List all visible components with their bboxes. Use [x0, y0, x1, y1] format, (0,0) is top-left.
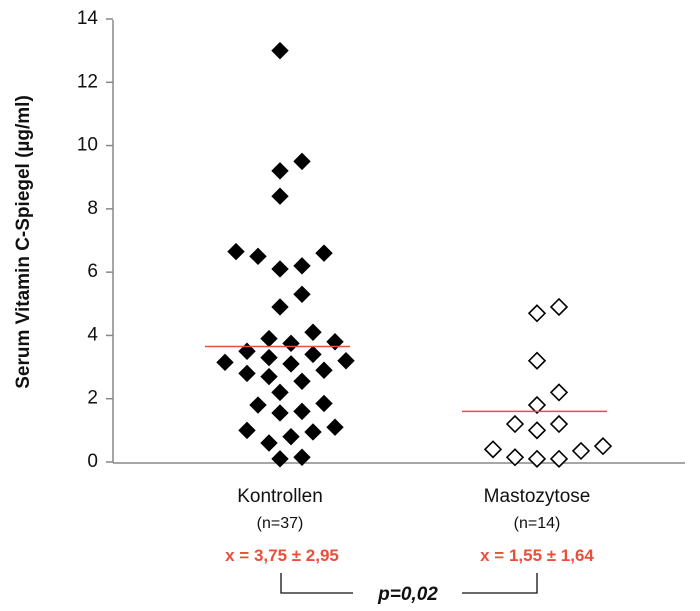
data-point-kontrollen — [271, 260, 289, 278]
mean-lines — [205, 345, 607, 413]
data-point-kontrollen — [271, 162, 289, 180]
data-point-mastozytose — [549, 383, 569, 402]
data-point-mastozytose — [505, 448, 525, 467]
data-point-kontrollen — [238, 421, 256, 440]
data-point-mastozytose — [549, 297, 569, 317]
bracket-right — [462, 573, 538, 594]
data-point-kontrollen — [282, 334, 300, 353]
n-label-kontrollen: (n=37) — [257, 515, 304, 532]
category-label-mastozytose: Mastozytose — [484, 486, 591, 507]
data-point-kontrollen — [337, 352, 355, 370]
data-point-kontrollen — [260, 434, 278, 452]
y-ticks: 0 2 4 6 8 10 12 14 — [77, 8, 113, 472]
data-point-kontrollen — [315, 361, 333, 379]
data-point-kontrollen — [227, 242, 245, 261]
data-point-mastozytose — [527, 395, 547, 415]
p-value: p=0,02 — [377, 584, 438, 605]
category-label-kontrollen: Kontrollen — [237, 486, 323, 507]
axes — [112, 20, 685, 464]
data-point-kontrollen — [304, 423, 322, 441]
data-point-mastozytose — [549, 414, 569, 434]
data-point-mastozytose — [505, 414, 525, 434]
data-point-mastozytose — [527, 449, 547, 468]
data-point-kontrollen — [271, 187, 289, 205]
data-point-kontrollen — [293, 448, 311, 466]
bracket-left — [280, 573, 353, 594]
data-point-mastozytose — [527, 304, 547, 323]
stat-label-kontrollen: x = 3,75 ± 2,95 — [225, 546, 339, 565]
data-point-kontrollen — [260, 329, 278, 348]
y-tick-label: 10 — [77, 135, 98, 156]
data-point-mastozytose — [593, 437, 613, 456]
data-point-kontrollen — [326, 333, 344, 351]
data-point-kontrollen — [293, 402, 311, 421]
data-point-kontrollen — [282, 427, 300, 446]
n-label-mastozytose: (n=14) — [514, 515, 561, 532]
data-point-kontrollen — [293, 152, 311, 171]
data-point-kontrollen — [293, 257, 311, 275]
y-axis-label: Serum Vitamin C-Spiegel (µg/ml) — [13, 95, 34, 389]
data-point-kontrollen — [271, 298, 289, 316]
y-tick-label: 8 — [87, 198, 98, 219]
data-point-kontrollen — [293, 372, 311, 391]
data-point-mastozytose — [483, 440, 503, 459]
data-point-kontrollen — [238, 342, 256, 360]
y-tick-label: 12 — [77, 71, 98, 92]
data-points — [216, 41, 613, 468]
data-point-kontrollen — [260, 367, 278, 386]
y-tick-label: 6 — [87, 261, 98, 282]
data-point-kontrollen — [249, 247, 267, 266]
data-point-kontrollen — [315, 244, 333, 262]
data-point-kontrollen — [271, 404, 289, 422]
data-point-mastozytose — [549, 449, 569, 468]
data-point-kontrollen — [271, 383, 289, 402]
stat-label-mastozytose: x = 1,55 ± 1,64 — [480, 546, 594, 565]
data-point-kontrollen — [304, 323, 322, 341]
data-point-kontrollen — [326, 418, 344, 436]
data-point-kontrollen — [271, 41, 289, 60]
data-point-mastozytose — [527, 351, 547, 370]
data-point-kontrollen — [238, 364, 256, 383]
y-tick-label: 14 — [77, 8, 99, 29]
data-point-kontrollen — [282, 355, 300, 373]
data-point-kontrollen — [315, 394, 333, 413]
data-point-kontrollen — [216, 353, 234, 372]
data-point-kontrollen — [271, 450, 289, 468]
data-point-mastozytose — [571, 441, 591, 461]
data-point-kontrollen — [293, 285, 311, 303]
data-point-mastozytose — [527, 421, 547, 440]
y-tick-label: 2 — [87, 388, 98, 409]
data-point-kontrollen — [304, 345, 322, 364]
y-tick-label: 4 — [87, 324, 98, 345]
data-point-kontrollen — [249, 396, 267, 414]
data-point-kontrollen — [260, 348, 278, 367]
y-tick-label: 0 — [87, 451, 98, 472]
significance-bracket: p=0,02 — [280, 573, 538, 605]
